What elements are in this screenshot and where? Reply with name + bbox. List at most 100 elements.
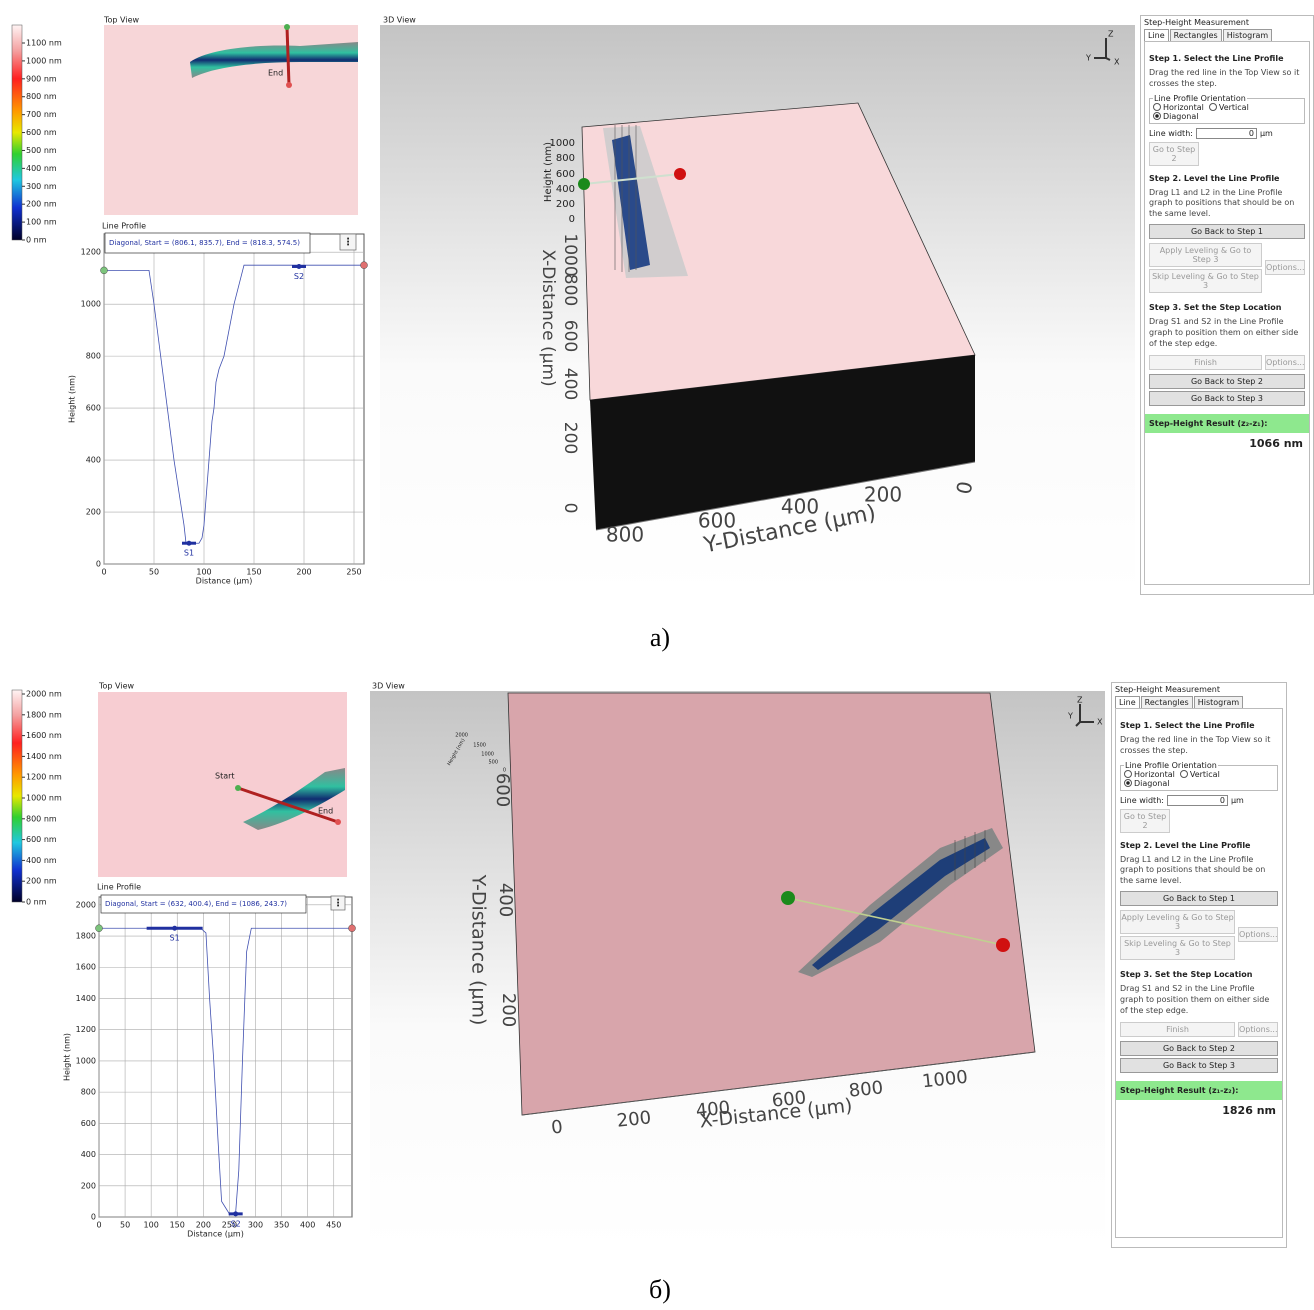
scale-label: 1400 nm	[26, 752, 62, 761]
step-heading: Step 3. Set the Step Location	[1120, 970, 1278, 979]
button[interactable]: Go Back to Step 3	[1120, 1058, 1278, 1073]
scale-label: 200 nm	[26, 200, 57, 209]
scale-label: 200 nm	[26, 877, 57, 886]
button[interactable]: Skip Leveling & Go to Step 3	[1120, 936, 1235, 960]
radio-label[interactable]: Horizontal	[1163, 103, 1204, 112]
finish-row: FinishOptions...	[1149, 353, 1305, 372]
axis-name: Z	[1077, 696, 1083, 705]
y-tick-label: 0	[96, 560, 101, 569]
y-tick-label: 600	[81, 1119, 96, 1128]
radio-label[interactable]: Horizontal	[1134, 770, 1175, 779]
end-handle[interactable]	[674, 168, 686, 180]
button[interactable]: Options...	[1265, 260, 1305, 275]
button[interactable]: Apply Leveling & Go to Step 3	[1120, 910, 1235, 934]
button[interactable]: Finish	[1120, 1022, 1235, 1037]
step-text: Drag the red line in the Top View so it …	[1120, 735, 1278, 757]
group-label: Line Profile Orientation	[1124, 761, 1218, 770]
start-point	[101, 267, 108, 274]
radio-label[interactable]: Vertical	[1219, 103, 1249, 112]
menu-icon: ⋮	[333, 898, 343, 909]
start-handle[interactable]	[578, 178, 590, 190]
radio-label[interactable]: Vertical	[1190, 770, 1220, 779]
radio[interactable]	[1180, 770, 1188, 778]
x-tick: 200	[560, 422, 580, 454]
radio-option[interactable]: Horizontal	[1153, 103, 1204, 112]
y-tick: 800	[606, 523, 644, 547]
button[interactable]: Go Back to Step 2	[1149, 374, 1305, 389]
scale-label: 600 nm	[26, 835, 57, 844]
y-tick: 200	[498, 993, 519, 1027]
x-tick: 0	[550, 1116, 564, 1138]
y-tick-label: 2000	[76, 900, 96, 909]
cursor-handle	[172, 926, 177, 931]
step-text: Drag L1 and L2 in the Line Profile graph…	[1120, 855, 1278, 887]
tabs: LineRectanglesHistogram	[1115, 696, 1283, 708]
cursor-handle	[187, 541, 192, 546]
tab[interactable]: Rectangles	[1141, 696, 1193, 708]
scale-label: 1800 nm	[26, 710, 62, 719]
step-heading: Step 2. Level the Line Profile	[1149, 174, 1305, 183]
y-tick-label: 1000	[76, 1056, 96, 1065]
button[interactable]: Finish	[1149, 355, 1262, 370]
radio-label[interactable]: Diagonal	[1163, 112, 1198, 121]
button[interactable]: Go Back to Step 3	[1149, 391, 1305, 406]
height-tick: 200	[556, 199, 575, 210]
x-tick-label: 150	[170, 1221, 185, 1230]
button[interactable]: Go to Step 2	[1120, 809, 1170, 833]
step-heading: Step 1. Select the Line Profile	[1149, 54, 1305, 63]
button[interactable]: Go Back to Step 2	[1120, 1041, 1278, 1056]
leveling-row: Apply Leveling & Go to Step 3Skip Leveli…	[1120, 908, 1278, 962]
end-handle[interactable]	[996, 938, 1010, 952]
height-tick: 1000	[481, 752, 494, 758]
y-axis-label: Height (nm)	[63, 1033, 72, 1081]
radio-option[interactable]: Diagonal	[1153, 112, 1198, 121]
cursor-label: S1	[170, 934, 180, 943]
button[interactable]: Go Back to Step 1	[1149, 224, 1305, 239]
button[interactable]: Options...	[1265, 355, 1305, 370]
radio[interactable]	[1153, 103, 1161, 111]
button[interactable]: Go Back to Step 1	[1120, 891, 1278, 906]
line-width-input[interactable]: 0	[1167, 795, 1228, 806]
button[interactable]: Options...	[1238, 1022, 1278, 1037]
start-handle[interactable]	[781, 891, 795, 905]
x-tick: 800	[848, 1077, 884, 1101]
step-heading: Step 2. Level the Line Profile	[1120, 841, 1278, 850]
start-handle[interactable]	[235, 785, 241, 791]
end-handle[interactable]	[286, 82, 292, 88]
result-value: 1066 nm	[1149, 433, 1305, 454]
button[interactable]: Apply Leveling & Go to Step 3	[1149, 243, 1262, 267]
button[interactable]: Skip Leveling & Go to Step 3	[1149, 269, 1262, 293]
tab[interactable]: Histogram	[1223, 29, 1273, 41]
radio-option[interactable]: Vertical	[1180, 770, 1220, 779]
tab[interactable]: Rectangles	[1170, 29, 1222, 41]
start-handle[interactable]	[284, 24, 290, 30]
y-tick-label: 600	[86, 404, 101, 413]
page: Top View End Line Profile 3D View Z Y X …	[0, 0, 1314, 1310]
tab[interactable]: Line	[1144, 29, 1169, 41]
x-tick: 800	[560, 274, 580, 306]
radio[interactable]	[1153, 112, 1161, 120]
radio-label[interactable]: Diagonal	[1134, 779, 1169, 788]
tab[interactable]: Histogram	[1194, 696, 1244, 708]
x-tick-label: 400	[300, 1221, 315, 1230]
end-point	[361, 262, 368, 269]
step-text: Drag L1 and L2 in the Line Profile graph…	[1149, 188, 1305, 220]
height-tick: 2000	[455, 733, 468, 739]
height-tick: 500	[488, 760, 498, 766]
radio[interactable]	[1124, 779, 1132, 787]
surface-top	[508, 693, 1035, 1115]
tab[interactable]: Line	[1115, 696, 1140, 708]
radio[interactable]	[1124, 770, 1132, 778]
button[interactable]: Options...	[1238, 927, 1278, 942]
tab-content: Step 1. Select the Line ProfileDrag the …	[1115, 708, 1283, 1238]
button[interactable]: Go to Step 2	[1149, 142, 1199, 166]
y-tick-label: 200	[81, 1181, 96, 1190]
line-width-input[interactable]: 0	[1196, 128, 1257, 139]
end-handle[interactable]	[335, 819, 341, 825]
radio[interactable]	[1209, 103, 1217, 111]
radio-option[interactable]: Horizontal	[1124, 770, 1175, 779]
button-column: Apply Leveling & Go to Step 3Skip Leveli…	[1120, 908, 1235, 962]
radio-option[interactable]: Diagonal	[1124, 779, 1169, 788]
radio-option[interactable]: Vertical	[1209, 103, 1249, 112]
